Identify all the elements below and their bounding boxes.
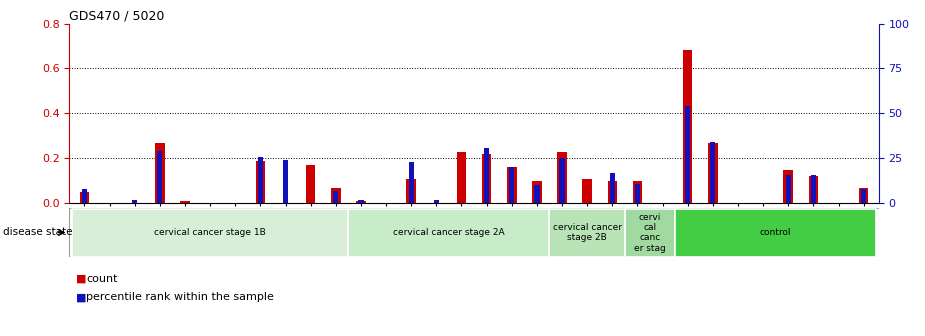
Bar xyxy=(583,178,592,203)
Text: control: control xyxy=(760,228,792,237)
Bar xyxy=(610,173,615,203)
Bar xyxy=(509,167,514,203)
Bar xyxy=(155,142,165,203)
Bar xyxy=(72,209,349,257)
Bar xyxy=(685,106,690,203)
Bar xyxy=(132,200,137,203)
Bar xyxy=(532,181,542,203)
Bar xyxy=(356,201,365,203)
Bar xyxy=(457,152,466,203)
Bar xyxy=(434,200,439,203)
Text: count: count xyxy=(86,274,117,284)
Text: cervical cancer stage 2A: cervical cancer stage 2A xyxy=(393,228,505,237)
Bar xyxy=(811,174,816,203)
Bar xyxy=(635,183,640,203)
Text: GDS470 / 5020: GDS470 / 5020 xyxy=(69,9,165,23)
Bar xyxy=(333,191,339,203)
Bar xyxy=(283,160,289,203)
Bar xyxy=(81,189,87,203)
Bar xyxy=(625,209,675,257)
Bar xyxy=(710,142,715,203)
Bar xyxy=(331,187,340,203)
Bar xyxy=(507,167,516,203)
Bar xyxy=(306,165,315,203)
Bar xyxy=(808,176,819,203)
Bar xyxy=(785,174,791,203)
Bar xyxy=(409,162,413,203)
Bar xyxy=(708,142,718,203)
Text: ■: ■ xyxy=(76,274,86,284)
Text: cervical cancer stage 1B: cervical cancer stage 1B xyxy=(154,228,266,237)
Text: disease state: disease state xyxy=(3,227,72,237)
Bar xyxy=(560,158,564,203)
Bar xyxy=(633,181,642,203)
Bar xyxy=(783,170,793,203)
Text: percentile rank within the sample: percentile rank within the sample xyxy=(86,292,274,302)
Bar xyxy=(258,157,263,203)
Bar xyxy=(349,209,549,257)
Bar xyxy=(859,187,869,203)
Bar xyxy=(535,185,539,203)
Bar xyxy=(549,209,625,257)
Bar xyxy=(180,201,190,203)
Bar xyxy=(484,148,489,203)
Text: ■: ■ xyxy=(76,292,86,302)
Text: cervical cancer
stage 2B: cervical cancer stage 2B xyxy=(552,223,622,242)
Bar xyxy=(557,152,567,203)
Bar xyxy=(406,178,416,203)
Bar xyxy=(482,154,491,203)
Bar xyxy=(861,189,867,203)
Bar xyxy=(608,181,617,203)
Bar xyxy=(255,161,265,203)
Bar xyxy=(157,151,163,203)
Bar xyxy=(683,50,693,203)
Bar xyxy=(675,209,876,257)
Bar xyxy=(358,200,364,203)
Text: cervi
cal
canc
er stag: cervi cal canc er stag xyxy=(635,213,666,253)
Bar xyxy=(80,192,89,203)
